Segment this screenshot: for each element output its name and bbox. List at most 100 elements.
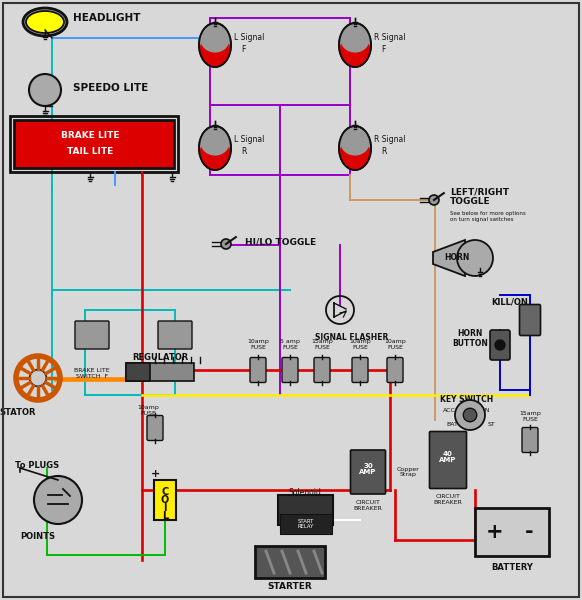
Text: 10amp
FUSE: 10amp FUSE xyxy=(349,339,371,350)
Text: 86: 86 xyxy=(282,517,289,523)
Ellipse shape xyxy=(200,138,230,169)
Ellipse shape xyxy=(200,25,230,53)
Text: BRAKE LITE: BRAKE LITE xyxy=(61,131,119,140)
Text: F: F xyxy=(381,46,385,55)
Bar xyxy=(255,546,325,578)
Ellipse shape xyxy=(26,11,64,33)
Text: BATTERY: BATTERY xyxy=(491,563,533,572)
Ellipse shape xyxy=(23,8,67,36)
Bar xyxy=(475,508,549,556)
Ellipse shape xyxy=(200,35,230,66)
Ellipse shape xyxy=(340,138,370,169)
Ellipse shape xyxy=(339,23,371,67)
Text: C: C xyxy=(161,487,169,497)
Text: TOGGLE: TOGGLE xyxy=(450,197,491,206)
Circle shape xyxy=(457,240,493,276)
Bar xyxy=(280,514,332,534)
FancyBboxPatch shape xyxy=(350,450,385,494)
Text: R: R xyxy=(381,148,386,157)
Text: See below for more options: See below for more options xyxy=(450,211,526,215)
Bar xyxy=(126,363,194,381)
Text: +: + xyxy=(151,469,161,479)
Text: HORN: HORN xyxy=(457,329,482,338)
FancyBboxPatch shape xyxy=(520,304,541,335)
Ellipse shape xyxy=(200,128,230,155)
Bar xyxy=(126,363,150,381)
Text: I: I xyxy=(163,503,167,513)
Text: -: - xyxy=(525,522,533,542)
Text: 5 amp
FUSE: 5 amp FUSE xyxy=(280,339,300,350)
Text: 10amp
FUSE: 10amp FUSE xyxy=(247,339,269,350)
Text: R Signal: R Signal xyxy=(374,136,406,145)
Text: KILL/ON: KILL/ON xyxy=(492,298,528,307)
Text: 40
AMP: 40 AMP xyxy=(439,451,457,463)
Circle shape xyxy=(429,195,439,205)
Text: Solenoid: Solenoid xyxy=(289,488,321,497)
Text: 87: 87 xyxy=(282,527,289,533)
FancyBboxPatch shape xyxy=(250,358,266,383)
Text: R: R xyxy=(241,148,246,157)
Text: 10amp: 10amp xyxy=(137,405,159,410)
FancyBboxPatch shape xyxy=(314,358,330,383)
Text: F: F xyxy=(241,46,246,55)
Ellipse shape xyxy=(340,128,370,155)
Text: 15amp
FUSE: 15amp FUSE xyxy=(519,411,541,422)
Text: HI/LO TOGGLE: HI/LO TOGGLE xyxy=(245,238,316,247)
Text: STATOR: STATOR xyxy=(0,408,36,417)
Bar xyxy=(14,120,174,168)
Text: CIRCUIT
BREAKER: CIRCUIT BREAKER xyxy=(353,500,382,511)
Text: BUTTON: BUTTON xyxy=(452,340,488,349)
Ellipse shape xyxy=(340,35,370,66)
FancyBboxPatch shape xyxy=(352,358,368,383)
Circle shape xyxy=(221,239,231,249)
FancyBboxPatch shape xyxy=(147,415,163,440)
FancyBboxPatch shape xyxy=(490,330,510,360)
Text: RELAY: RELAY xyxy=(292,517,308,523)
Text: KEY SWITCH: KEY SWITCH xyxy=(440,395,494,404)
Text: O: O xyxy=(161,495,169,505)
Text: L: L xyxy=(162,511,168,521)
Ellipse shape xyxy=(199,126,231,170)
Text: 30
AMP: 30 AMP xyxy=(359,463,377,475)
Text: 10amp
FUSE: 10amp FUSE xyxy=(384,339,406,350)
Text: 85: 85 xyxy=(314,517,321,523)
Text: R Signal: R Signal xyxy=(374,34,406,43)
Text: on turn signal switches: on turn signal switches xyxy=(450,217,513,223)
Ellipse shape xyxy=(199,23,231,67)
Text: Copper
Strap: Copper Strap xyxy=(396,467,420,478)
Circle shape xyxy=(29,74,61,106)
Text: IGN: IGN xyxy=(478,407,489,413)
FancyBboxPatch shape xyxy=(158,321,192,349)
Circle shape xyxy=(495,340,505,350)
FancyBboxPatch shape xyxy=(282,358,298,383)
Polygon shape xyxy=(433,240,465,276)
Circle shape xyxy=(463,408,477,422)
Text: +: + xyxy=(486,522,504,542)
Text: HORN: HORN xyxy=(444,253,470,263)
Text: POINTS: POINTS xyxy=(20,532,55,541)
FancyBboxPatch shape xyxy=(75,321,109,349)
Bar xyxy=(278,495,332,525)
Text: 130: 130 xyxy=(313,527,323,533)
Text: BATT: BATT xyxy=(446,422,462,427)
Circle shape xyxy=(34,476,82,524)
FancyBboxPatch shape xyxy=(522,427,538,452)
Bar xyxy=(10,116,178,172)
Ellipse shape xyxy=(340,25,370,53)
Text: STARTER: STARTER xyxy=(268,582,313,591)
Text: TAIL LITE: TAIL LITE xyxy=(67,148,113,157)
Text: LEFT/RIGHT: LEFT/RIGHT xyxy=(450,187,509,196)
Text: To PLUGS: To PLUGS xyxy=(15,461,59,469)
Text: HEADLIGHT: HEADLIGHT xyxy=(73,13,140,23)
Text: REGULATOR: REGULATOR xyxy=(132,353,188,362)
Bar xyxy=(154,480,176,520)
Text: L Signal: L Signal xyxy=(234,136,264,145)
Circle shape xyxy=(30,370,47,386)
Text: L Signal: L Signal xyxy=(234,34,264,43)
Text: SIGNAL FLASHER: SIGNAL FLASHER xyxy=(315,334,388,343)
Text: SPEEDO LITE: SPEEDO LITE xyxy=(73,83,148,93)
FancyBboxPatch shape xyxy=(387,358,403,383)
Text: CIRCUIT
BREAKER: CIRCUIT BREAKER xyxy=(434,494,463,505)
Text: ACC: ACC xyxy=(443,407,456,413)
FancyBboxPatch shape xyxy=(430,431,467,488)
